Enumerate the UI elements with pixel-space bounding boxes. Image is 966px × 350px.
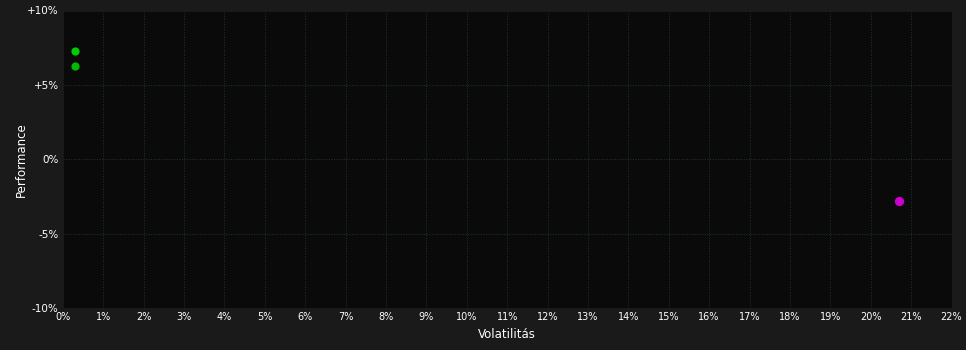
Point	[68, 63, 83, 68]
X-axis label: Volatilitás: Volatilitás	[478, 328, 536, 341]
Point	[892, 198, 907, 204]
Point	[68, 48, 83, 54]
Y-axis label: Performance: Performance	[14, 122, 28, 197]
